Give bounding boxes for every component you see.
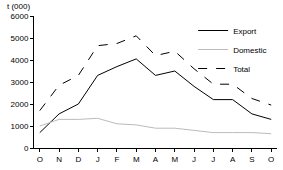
svg-text:F: F [114,155,119,164]
svg-text:J: J [192,155,196,164]
svg-text:Export: Export [233,27,257,36]
svg-text:O: O [37,155,43,164]
svg-text:0: 0 [24,144,29,153]
svg-text:N: N [56,155,62,164]
svg-text:4000: 4000 [11,56,29,65]
svg-text:J: J [96,155,100,164]
svg-text:6000: 6000 [11,12,29,21]
svg-text:1000: 1000 [11,122,29,131]
svg-text:A: A [230,155,236,164]
svg-text:2000: 2000 [11,100,29,109]
svg-text:M: M [171,155,178,164]
svg-text:J: J [211,155,215,164]
svg-text:Total: Total [233,65,250,74]
svg-text:D: D [75,155,81,164]
svg-text:Domestic: Domestic [233,46,266,55]
svg-text:S: S [249,155,254,164]
svg-text:A: A [153,155,159,164]
svg-text:3000: 3000 [11,78,29,87]
svg-text:t (000): t (000) [7,2,30,11]
svg-text:5000: 5000 [11,34,29,43]
svg-text:M: M [133,155,140,164]
svg-text:O: O [268,155,274,164]
